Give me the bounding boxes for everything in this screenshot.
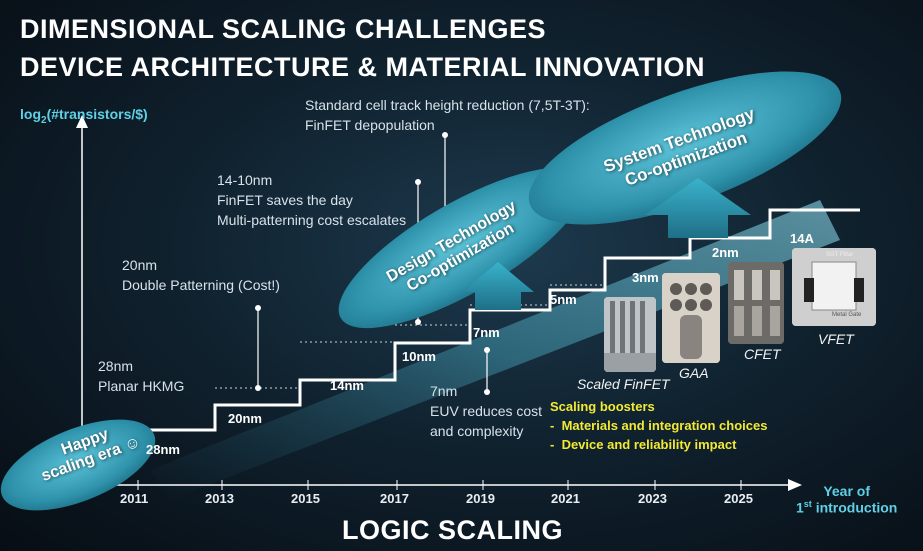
- x-axis-arrow: [788, 479, 802, 491]
- label-gaa: GAA: [679, 365, 709, 381]
- x-axis-label: Year of 1st introduction: [796, 483, 898, 516]
- dtco-up-arrow: [462, 262, 534, 310]
- title-line-2: DEVICE ARCHITECTURE & MATERIAL INNOVATIO…: [20, 52, 706, 82]
- node-10nm: 10nm: [402, 349, 436, 364]
- node-7nm: 7nm: [473, 325, 500, 340]
- vfet-pillar-label: SGT Pillar: [826, 252, 854, 258]
- node-3nm: 3nm: [632, 270, 659, 285]
- year-label: 2025: [724, 491, 753, 506]
- year-label: 2011: [120, 491, 149, 506]
- finfet-micrograph-icon: [604, 297, 656, 372]
- stco-ellipse: [528, 71, 842, 225]
- label-cfet: CFET: [744, 346, 781, 362]
- annotation-20nm: 20nm Double Patterning (Cost!): [122, 257, 280, 293]
- year-label: 2023: [638, 491, 667, 506]
- y-axis-arrow: [76, 115, 88, 128]
- vfet-gate-label: Metal Gate: [832, 312, 862, 318]
- scaled-finfet-image: [604, 297, 656, 372]
- boosters-heading: Scaling boosters: [550, 399, 655, 414]
- year-ticks: [137, 480, 742, 490]
- gaa-image: [662, 273, 720, 363]
- bottom-title: LOGIC SCALING: [342, 515, 563, 545]
- node-14a: 14A: [790, 231, 814, 246]
- node-5nm: 5nm: [550, 292, 577, 307]
- annotation-28nm: 28nm Planar HKMG: [98, 358, 185, 394]
- booster-item: - Device and reliability impact: [550, 437, 737, 452]
- y-axis-label: log2(#transistors/$): [20, 106, 148, 126]
- happy-scaling-ellipse: [0, 419, 156, 511]
- label-scaled-finfet: Scaled FinFET: [577, 376, 670, 392]
- stco-up-arrow: [645, 178, 751, 238]
- year-label: 2013: [205, 491, 234, 506]
- node-14nm: 14nm: [330, 378, 364, 393]
- title-line-1: DIMENSIONAL SCALING CHALLENGES: [20, 14, 547, 44]
- cfet-image: [728, 262, 784, 344]
- booster-item: - Materials and integration choices: [550, 418, 768, 433]
- cfet-micrograph-icon: [728, 262, 784, 344]
- annotation-track-height: Standard cell track height reduction (7,…: [305, 97, 590, 133]
- node-2nm: 2nm: [712, 245, 739, 260]
- node-20nm: 20nm: [228, 411, 262, 426]
- gaa-micrograph-icon: [662, 273, 720, 363]
- vfet-micrograph-icon: [792, 248, 876, 326]
- dtco-ellipse: [338, 167, 586, 329]
- annotation-7nm: 7nm EUV reduces cost and complexity: [430, 383, 543, 439]
- year-label: 2017: [380, 491, 409, 506]
- annotation-14-10nm: 14-10nm FinFET saves the day Multi-pattern…: [217, 172, 407, 228]
- vfet-image: SGT Pillar Metal Gate: [792, 248, 876, 326]
- year-label: 2021: [551, 491, 580, 506]
- node-28nm: 28nm: [146, 442, 180, 457]
- year-label: 2015: [291, 491, 320, 506]
- year-label: 2019: [466, 491, 495, 506]
- label-vfet: VFET: [818, 331, 854, 347]
